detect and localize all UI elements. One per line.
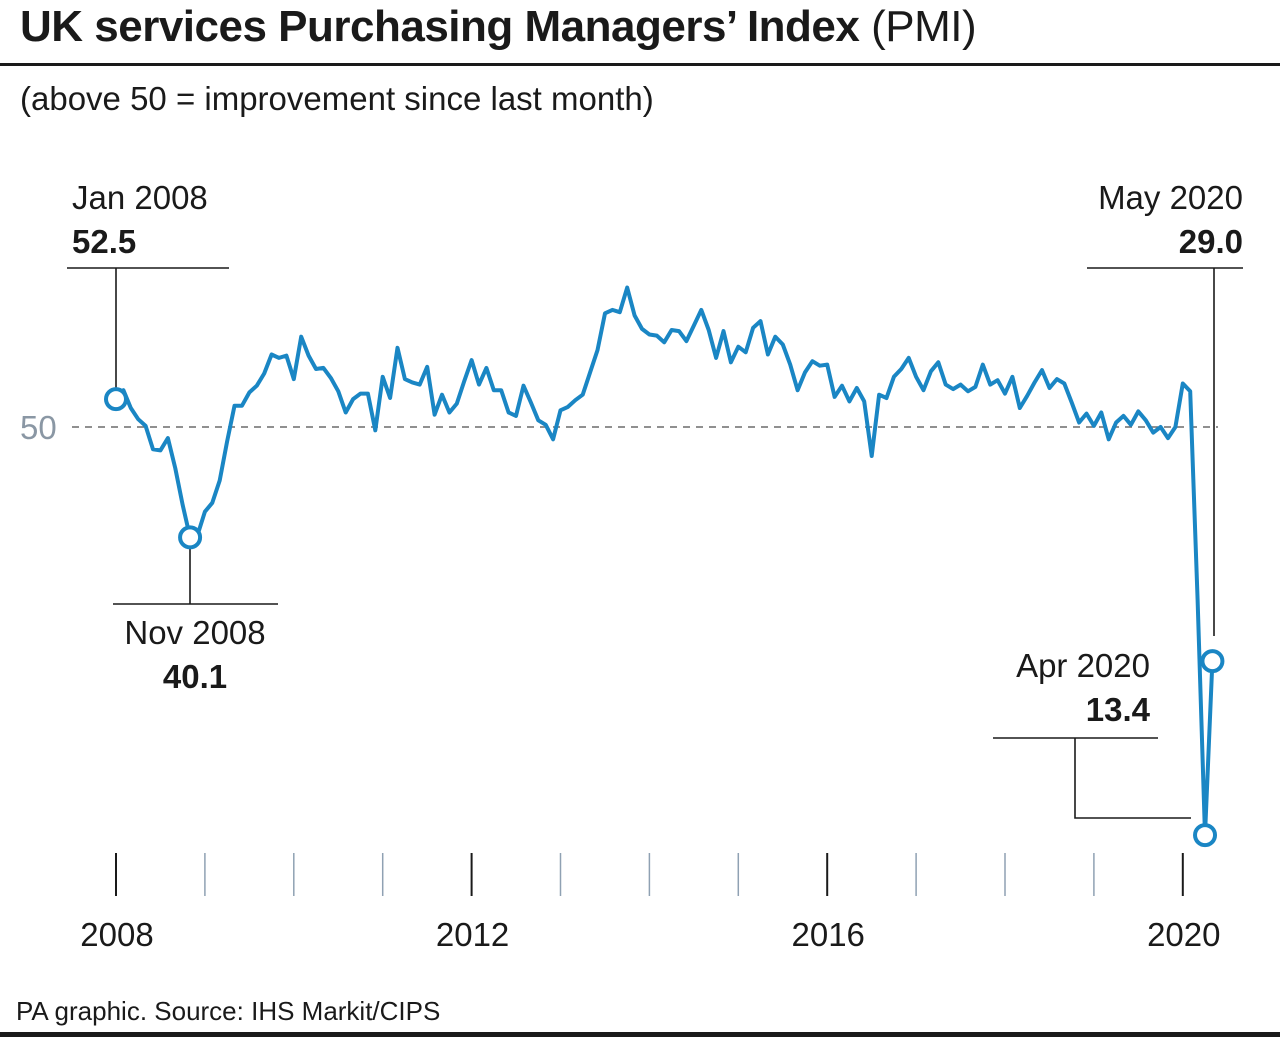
annotation-apr-2020-value: 13.4	[1086, 691, 1151, 728]
annotation-leaders	[67, 267, 1243, 819]
x-tick-label-2016: 2016	[791, 916, 864, 953]
x-tick-label-2008: 2008	[80, 916, 153, 953]
bottom-rule	[0, 1032, 1280, 1037]
x-tick-label-2012: 2012	[436, 916, 509, 953]
marker-2020-04	[1193, 823, 1218, 848]
marker-2008-01	[104, 387, 128, 412]
annotation-may-2020-date: May 2020	[1098, 179, 1243, 216]
chart-subtitle: (above 50 = improvement since last month…	[20, 80, 654, 117]
annotation-may-2020-value: 29.0	[1179, 223, 1243, 260]
chart-title-suffix: (PMI)	[859, 2, 977, 51]
annotation-nov-2008-value: 40.1	[163, 658, 227, 695]
source-footer: PA graphic. Source: IHS Markit/CIPS	[16, 996, 441, 1026]
annotation-jan-2008-date: Jan 2008	[72, 179, 208, 216]
x-tick-label-2020: 2020	[1147, 916, 1220, 953]
reference-label-50: 50	[20, 409, 57, 446]
annotation-apr-2020-date: Apr 2020	[1016, 647, 1150, 684]
chart-title-main: UK services Purchasing Managers’ Index	[20, 2, 860, 51]
title-rule	[0, 63, 1280, 66]
marker-2020-05	[1200, 649, 1225, 674]
series-line-pmi	[114, 285, 1215, 838]
marker-2008-11	[178, 525, 203, 550]
chart-title: UK services Purchasing Managers’ Index (…	[20, 2, 977, 52]
annotation-nov-2008-date: Nov 2008	[124, 614, 265, 651]
x-axis-tick-labels: 2008 2012 2016 2020	[80, 916, 1220, 953]
highlight-markers	[104, 387, 1225, 848]
x-axis-ticks	[115, 853, 1184, 896]
leader-apr-2020-elbow	[1074, 738, 1191, 819]
annotation-jan-2008-value: 52.5	[72, 223, 136, 260]
